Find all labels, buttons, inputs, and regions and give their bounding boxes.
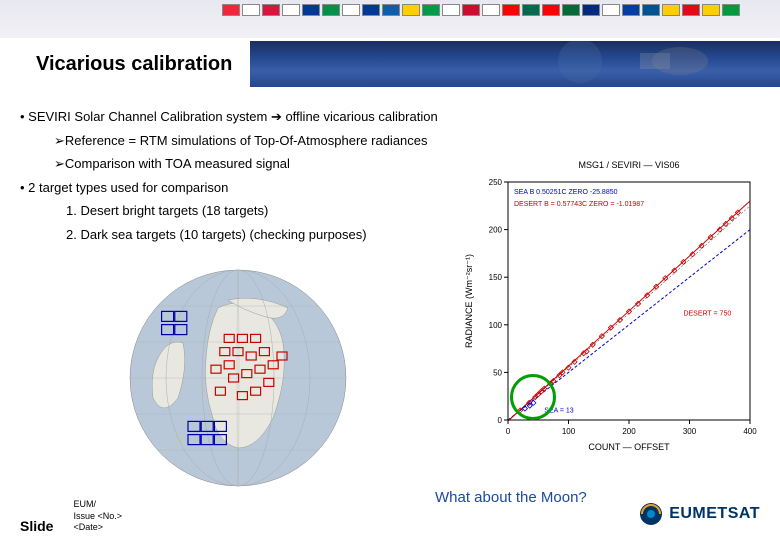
flag-icon bbox=[242, 4, 260, 16]
flag-icon bbox=[442, 4, 460, 16]
flag-icon bbox=[502, 4, 520, 16]
bullet-1a: ➢Reference = RTM simulations of Top-Of-A… bbox=[54, 132, 760, 150]
bullet-2a-text: Desert bright targets (18 targets) bbox=[80, 203, 268, 218]
bullet-1b-text: Comparison with TOA measured signal bbox=[65, 156, 290, 171]
footer-meta-1: EUM/ bbox=[73, 499, 122, 511]
svg-text:100: 100 bbox=[489, 321, 503, 330]
flag-icon bbox=[682, 4, 700, 16]
slide-label: Slide bbox=[20, 518, 53, 534]
svg-text:0: 0 bbox=[498, 416, 503, 425]
highlight-circle bbox=[510, 374, 556, 420]
bullet-2-text: 2 target types used for comparison bbox=[28, 180, 228, 195]
svg-text:150: 150 bbox=[489, 273, 503, 282]
flag-icon bbox=[522, 4, 540, 16]
globe-map bbox=[128, 268, 348, 488]
flag-icon bbox=[602, 4, 620, 16]
flag-icon bbox=[362, 4, 380, 16]
svg-text:200: 200 bbox=[489, 226, 503, 235]
flag-icon bbox=[662, 4, 680, 16]
flag-icon bbox=[382, 4, 400, 16]
flag-icon bbox=[722, 4, 740, 16]
bullet-1: • SEVIRI Solar Channel Calibration syste… bbox=[20, 108, 760, 126]
flag-icon bbox=[562, 4, 580, 16]
bullet-1a-text: Reference = RTM simulations of Top-Of-At… bbox=[65, 133, 428, 148]
svg-text:DESERT B = 0.57743C ZERO = -1: DESERT B = 0.57743C ZERO = -1.01987 bbox=[514, 201, 644, 208]
flag-icon bbox=[702, 4, 720, 16]
flag-icon bbox=[282, 4, 300, 16]
eumetsat-logo: EUMETSAT bbox=[639, 502, 760, 526]
flag-icon bbox=[342, 4, 360, 16]
svg-text:100: 100 bbox=[562, 427, 576, 436]
svg-text:SEA B 0.50251C ZERO -2: SEA B 0.50251C ZERO -25.8850 bbox=[514, 189, 618, 196]
logo-text: EUMETSAT bbox=[669, 505, 760, 523]
title-band: Vicarious calibration bbox=[0, 38, 780, 90]
svg-text:0: 0 bbox=[506, 427, 511, 436]
flag-icon bbox=[262, 4, 280, 16]
header-flags bbox=[0, 0, 780, 38]
svg-text:200: 200 bbox=[622, 427, 636, 436]
svg-text:RADIANCE (Wm⁻²sr⁻¹): RADIANCE (Wm⁻²sr⁻¹) bbox=[464, 254, 474, 348]
svg-text:COUNT — OFFSET: COUNT — OFFSET bbox=[588, 442, 670, 452]
title-blue-bar bbox=[250, 41, 780, 87]
flag-icon bbox=[462, 4, 480, 16]
flag-icon bbox=[642, 4, 660, 16]
footer-meta: EUM/ Issue <No.> <Date> bbox=[73, 499, 122, 534]
footer-meta-2: Issue <No.> bbox=[73, 511, 122, 523]
flag-icon bbox=[582, 4, 600, 16]
footer-meta-3: <Date> bbox=[73, 522, 122, 534]
logo-icon bbox=[639, 502, 663, 526]
svg-text:400: 400 bbox=[743, 427, 757, 436]
flag-icon bbox=[222, 4, 240, 16]
satellite-graphic bbox=[540, 41, 740, 87]
flag-icon bbox=[622, 4, 640, 16]
svg-text:MSG1 / SEVIRI — VIS06: MSG1 / SEVIRI — VIS06 bbox=[578, 160, 679, 170]
flag-icon bbox=[322, 4, 340, 16]
flag-icon bbox=[542, 4, 560, 16]
bullet-2b-text: Dark sea targets (10 targets) (checking … bbox=[80, 227, 366, 242]
svg-text:300: 300 bbox=[683, 427, 697, 436]
flag-icon bbox=[482, 4, 500, 16]
svg-text:50: 50 bbox=[493, 368, 502, 377]
flag-icon bbox=[302, 4, 320, 16]
page-title: Vicarious calibration bbox=[0, 53, 232, 76]
scatter-chart: MSG1 / SEVIRI — VIS06 0 100 200 300 400 0 50 100… bbox=[460, 156, 760, 456]
svg-text:DESERT = 750: DESERT = 750 bbox=[683, 310, 731, 317]
flag-icon bbox=[402, 4, 420, 16]
flag-icon bbox=[422, 4, 440, 16]
bullet-1-text: SEVIRI Solar Channel Calibration system … bbox=[28, 109, 438, 124]
svg-text:250: 250 bbox=[489, 178, 503, 187]
